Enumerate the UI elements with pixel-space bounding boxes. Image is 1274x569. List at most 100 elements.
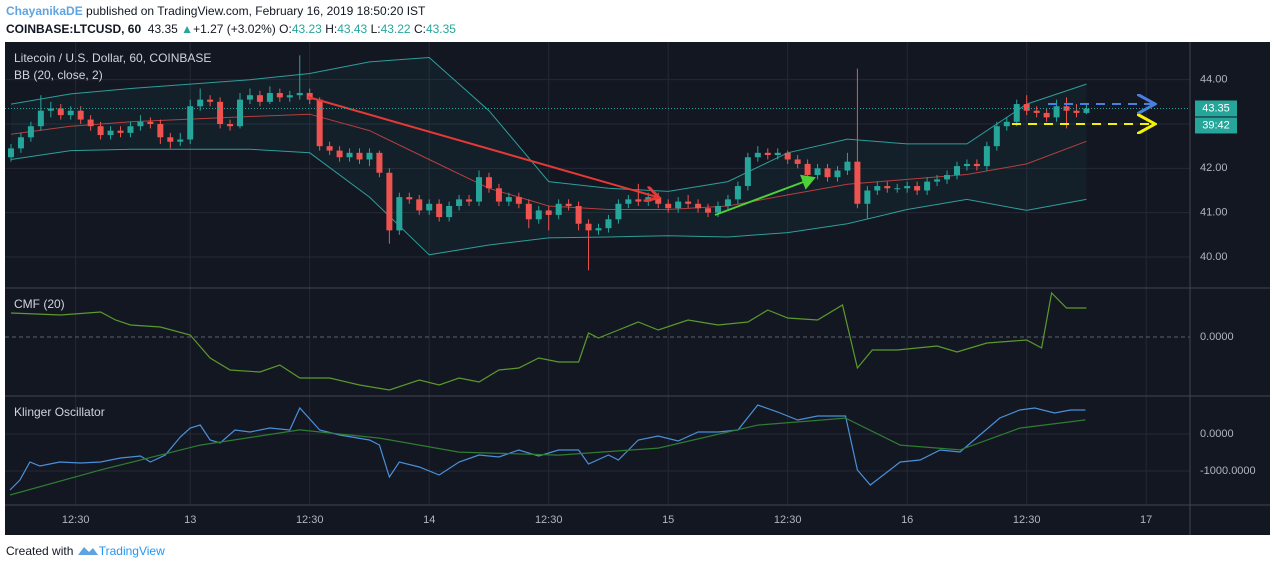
candle-body <box>854 161 861 204</box>
candle-body <box>645 197 652 202</box>
candle-body <box>1063 106 1070 111</box>
candle-body <box>705 208 712 213</box>
candle-body <box>256 95 263 102</box>
indicator-line <box>9 404 1086 491</box>
candle-body <box>436 203 443 218</box>
panel-title: Litecoin / U.S. Dollar, 60, COINBASE <box>14 51 211 65</box>
candle-body <box>555 203 562 215</box>
publish-line: ChayanikaDE published on TradingView.com… <box>6 4 425 18</box>
candle-body <box>914 186 921 191</box>
candle-body <box>416 199 423 211</box>
candle-body <box>1003 121 1010 127</box>
candle-body <box>804 163 811 175</box>
candle-body <box>655 197 662 204</box>
candle-body <box>57 108 64 116</box>
indicator-line <box>10 291 1087 391</box>
candle-body <box>137 121 144 127</box>
footer: Created with TradingView <box>6 543 165 558</box>
up-icon: ▲ <box>181 22 194 36</box>
y-tick-label: 0.0000 <box>1200 331 1234 343</box>
candle-body <box>286 95 293 98</box>
candle-body <box>944 174 951 180</box>
candle-body <box>834 170 841 178</box>
logo <box>77 547 98 555</box>
candle-body <box>864 190 871 204</box>
candle-body <box>1043 112 1050 118</box>
candle-body <box>177 139 184 142</box>
ohlc: O:43.23 H:43.43 L:43.22 C:43.35 <box>279 22 456 36</box>
indicator-line <box>9 417 1086 496</box>
candle-body <box>784 152 791 160</box>
author[interactable]: ChayanikaDE <box>6 4 83 18</box>
candle-body <box>575 206 582 224</box>
candle-body <box>1033 110 1040 113</box>
x-tick-label: 12:30 <box>296 514 324 526</box>
candle-body <box>585 223 592 231</box>
candle-body <box>983 146 990 167</box>
candle-body <box>157 124 164 138</box>
countdown-label: 39:42 <box>1202 119 1230 131</box>
footer-text: Created with <box>6 544 74 558</box>
candle-body <box>197 99 204 107</box>
candle-body <box>37 110 44 127</box>
published: published on TradingView.com, February 1… <box>86 4 426 18</box>
candle-body <box>376 152 383 173</box>
indicator-label: BB (20, close, 2) <box>14 68 103 82</box>
brand[interactable]: TradingView <box>98 544 165 558</box>
ohlc-key: H: <box>325 22 338 36</box>
y-tick-label: 42.00 <box>1200 162 1228 174</box>
candle-body <box>924 181 931 191</box>
candle-body <box>47 108 54 111</box>
candle-body <box>266 92 273 102</box>
candle-body <box>953 166 960 175</box>
candle-body <box>476 177 482 202</box>
ohlc-key: C: <box>413 22 426 36</box>
candle-body <box>426 203 433 211</box>
candle-body <box>605 219 612 229</box>
x-tick-label: 16 <box>901 514 913 526</box>
band-line <box>10 56 1087 192</box>
x-tick-label: 15 <box>662 514 674 526</box>
candle-body <box>77 110 84 120</box>
layout-lines <box>5 42 1270 535</box>
candle-body <box>346 152 353 158</box>
candle-body <box>1013 104 1020 122</box>
candle-body <box>296 92 303 96</box>
ohlc-key: O: <box>279 22 292 36</box>
change: +1.27 (+3.02%) <box>193 22 276 36</box>
candle-body <box>794 159 801 164</box>
annotations <box>307 97 1153 216</box>
y-tick-label: 41.00 <box>1200 207 1228 219</box>
candle-body <box>117 130 124 133</box>
last-price-box <box>1195 100 1237 117</box>
x-tick-label: 14 <box>423 514 435 526</box>
ohlc-value: 43.43 <box>337 22 368 36</box>
candle-body <box>884 186 891 189</box>
candle-body <box>565 203 572 206</box>
candle-body <box>456 199 463 206</box>
candle-body <box>446 206 453 218</box>
last-price-label: 43.35 <box>1202 102 1230 114</box>
panel-title: CMF (20) <box>14 297 65 311</box>
candle-body <box>1073 110 1080 113</box>
candle-body <box>973 163 980 167</box>
candle-body <box>127 126 134 133</box>
candle-body <box>1053 106 1060 118</box>
candle-body <box>485 177 492 189</box>
candle-body <box>1083 108 1090 113</box>
candle-body <box>187 106 194 140</box>
candle-body <box>87 119 94 127</box>
candle-body <box>366 152 373 160</box>
candle-body <box>167 137 174 142</box>
candle-body <box>316 99 323 147</box>
candle-body <box>27 126 34 138</box>
plot: 12:30 13 12:30 14 12:30 15 12:30 16 12:30 17 <box>5 42 1190 526</box>
candle-body <box>635 199 642 202</box>
candle-body <box>993 126 1000 147</box>
candle-body <box>356 152 363 160</box>
ohlc-value: 43.22 <box>380 22 411 36</box>
candle-body <box>724 199 731 206</box>
candle-body <box>227 124 234 127</box>
candle-body <box>874 186 881 191</box>
